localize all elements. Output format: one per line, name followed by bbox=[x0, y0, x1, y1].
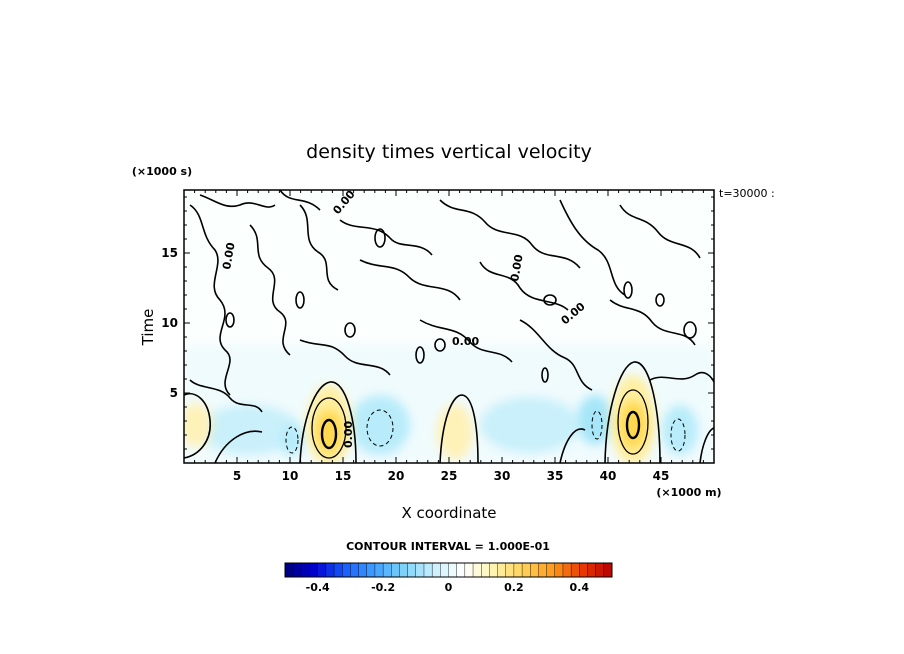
y-axis-label: Time bbox=[139, 309, 157, 347]
colorbar-frame bbox=[284, 562, 613, 578]
x-tick-label: 30 bbox=[494, 469, 511, 483]
colorbar-swatch bbox=[317, 562, 327, 578]
colorbar-swatch bbox=[562, 562, 572, 578]
colorbar-swatch bbox=[292, 562, 302, 578]
colorbar-swatch bbox=[472, 562, 482, 578]
colorbar-swatch bbox=[309, 562, 319, 578]
colorbar-swatch bbox=[546, 562, 556, 578]
y-tick-label: 5 bbox=[170, 386, 178, 400]
chart-title: density times vertical velocity bbox=[306, 141, 592, 163]
x-tick-label: 5 bbox=[233, 469, 241, 483]
colorbar-swatch bbox=[554, 562, 564, 578]
colorbar-swatch bbox=[530, 562, 539, 578]
colorbar-swatch bbox=[284, 562, 294, 578]
colorbar-swatch bbox=[415, 562, 425, 578]
contour-label: 0.00 bbox=[220, 241, 238, 270]
contour-label: 0.00 bbox=[452, 335, 479, 348]
colorbar-swatch bbox=[538, 562, 548, 578]
colorbar-swatch bbox=[513, 562, 523, 578]
x-tick-labels: 5 10 15 20 25 30 35 40 45 bbox=[233, 469, 670, 483]
x-tick-label: 20 bbox=[388, 469, 405, 483]
plot-area: 0.00 0.00 0.00 0.00 0.00 0.00 bbox=[183, 189, 715, 464]
time-stamp-label: t=30000 : bbox=[719, 187, 775, 200]
y-unit-label: (×1000 s) bbox=[132, 165, 192, 178]
x-tick-label: 25 bbox=[441, 469, 458, 483]
x-tick-label: 35 bbox=[547, 469, 564, 483]
colorbar-swatch bbox=[374, 562, 384, 578]
colorbar-tick-label: -0.4 bbox=[306, 581, 330, 594]
colorbar-swatch bbox=[595, 562, 605, 578]
colorbar-swatch bbox=[301, 562, 311, 578]
colorbar-swatch bbox=[587, 562, 597, 578]
contour-interval-label: CONTOUR INTERVAL = 1.000E-01 bbox=[346, 540, 550, 553]
colorbar-swatch bbox=[325, 562, 335, 578]
colorbar-swatch bbox=[382, 562, 392, 578]
colorbar-swatch bbox=[497, 562, 507, 578]
shading-layer bbox=[184, 345, 714, 463]
x-tick-label: 40 bbox=[600, 469, 617, 483]
colorbar-swatch bbox=[407, 562, 417, 578]
colorbar-swatch bbox=[440, 562, 450, 578]
x-axis-label: X coordinate bbox=[401, 504, 496, 522]
colorbar-swatch bbox=[431, 562, 441, 578]
axis-ticks bbox=[184, 190, 714, 463]
colorbar-tick-labels: -0.4 -0.2 0 0.2 0.4 bbox=[306, 581, 590, 594]
x-tick-label: 10 bbox=[282, 469, 299, 483]
colorbar-swatch bbox=[464, 562, 474, 578]
colorbar-swatch bbox=[350, 562, 360, 578]
colorbar-swatch bbox=[399, 562, 409, 578]
colorbar-tick-label: 0 bbox=[445, 581, 453, 594]
colorbar-tick-label: -0.2 bbox=[371, 581, 395, 594]
contour-label: 0.00 bbox=[508, 253, 526, 282]
y-tick-label: 15 bbox=[161, 246, 178, 260]
x-tick-label: 15 bbox=[335, 469, 352, 483]
contour-lines bbox=[184, 190, 714, 463]
colorbar-swatch bbox=[423, 562, 433, 578]
x-tick-label: 45 bbox=[653, 469, 670, 483]
colorbar-swatch bbox=[333, 562, 343, 578]
x-unit-label: (×1000 m) bbox=[656, 486, 721, 499]
colorbar-swatch bbox=[456, 562, 466, 578]
colorbar-swatch bbox=[603, 562, 613, 578]
colorbar-swatch bbox=[358, 562, 368, 578]
colorbar-swatch bbox=[481, 562, 490, 578]
y-tick-label: 10 bbox=[161, 316, 178, 330]
colorbar-swatch bbox=[579, 562, 588, 578]
colorbar-tick-label: 0.2 bbox=[504, 581, 524, 594]
colorbar-swatch bbox=[521, 562, 531, 578]
colorbar-swatch bbox=[391, 562, 400, 578]
colorbar-swatch bbox=[342, 562, 351, 578]
contour-label: 0.00 bbox=[342, 421, 355, 448]
colorbar-swatch bbox=[570, 562, 580, 578]
y-tick-labels: 5 10 15 bbox=[161, 246, 178, 400]
colorbar-swatch bbox=[505, 562, 515, 578]
colorbar-swatch bbox=[366, 562, 376, 578]
colorbar-swatch bbox=[489, 562, 499, 578]
negative-contours bbox=[285, 409, 686, 454]
colorbar-tick-label: 0.4 bbox=[570, 581, 590, 594]
colorbar bbox=[284, 562, 613, 578]
colorbar-swatch bbox=[448, 562, 458, 578]
